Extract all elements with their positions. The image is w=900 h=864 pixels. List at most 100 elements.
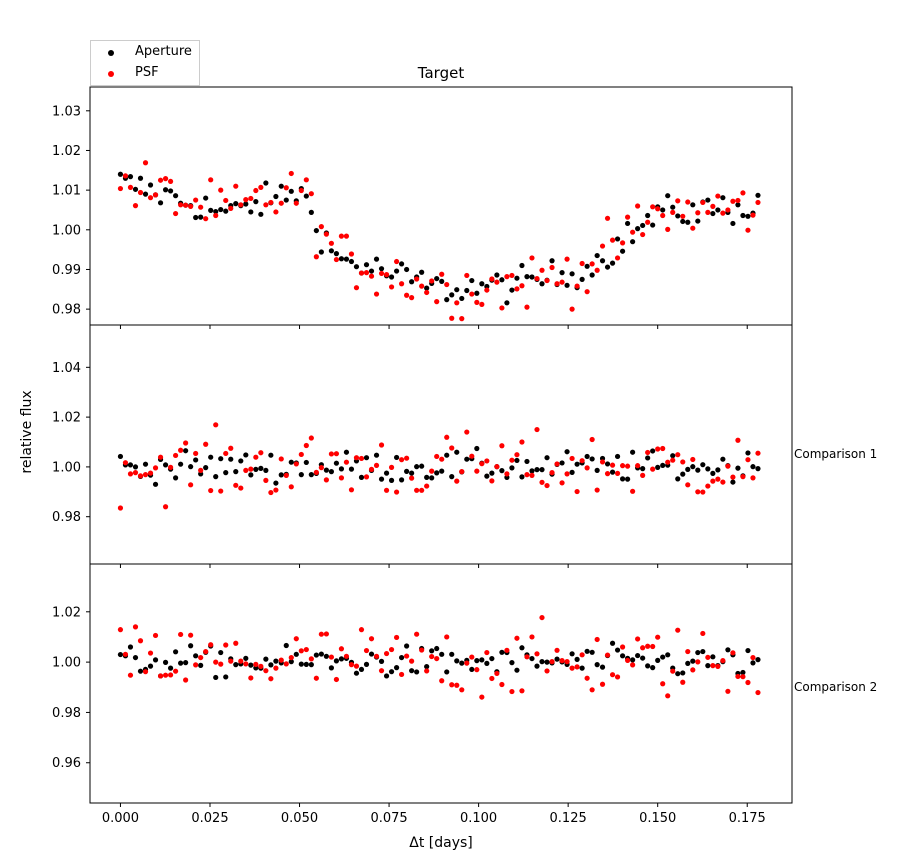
aperture-point bbox=[514, 275, 520, 281]
psf-point bbox=[494, 670, 500, 677]
psf-point bbox=[534, 275, 540, 282]
psf-point bbox=[193, 197, 199, 203]
psf-point bbox=[720, 658, 726, 664]
psf-point bbox=[519, 688, 525, 694]
psf-point bbox=[599, 243, 606, 249]
psf-point bbox=[178, 202, 184, 208]
psf-point bbox=[695, 659, 701, 665]
aperture-point bbox=[640, 655, 646, 661]
aperture-point bbox=[715, 467, 721, 473]
psf-point bbox=[735, 437, 741, 443]
psf-point bbox=[685, 482, 691, 488]
psf-point bbox=[574, 664, 580, 670]
psf-point bbox=[569, 665, 575, 671]
psf-point bbox=[338, 233, 345, 239]
psf-point bbox=[233, 640, 239, 646]
aperture-point bbox=[539, 467, 545, 473]
aperture-point bbox=[223, 674, 229, 680]
aperture-point bbox=[650, 665, 656, 671]
aperture-point bbox=[424, 664, 430, 670]
psf-point bbox=[494, 464, 500, 470]
aperture-point bbox=[263, 467, 269, 473]
psf-point bbox=[479, 694, 485, 700]
aperture-point bbox=[564, 282, 570, 288]
aperture-point bbox=[539, 281, 545, 287]
psf-point bbox=[444, 634, 450, 640]
psf-point bbox=[569, 455, 575, 462]
psf-point bbox=[218, 488, 224, 494]
aperture-point bbox=[454, 658, 460, 664]
aperture-point bbox=[499, 277, 505, 283]
psf-point bbox=[750, 654, 756, 661]
aperture-point bbox=[589, 456, 595, 462]
aperture-point bbox=[142, 461, 149, 467]
aperture-point bbox=[273, 193, 279, 200]
psf-point bbox=[404, 653, 410, 659]
psf-point bbox=[318, 465, 324, 471]
psf-point bbox=[625, 463, 631, 469]
psf-point bbox=[258, 663, 264, 669]
aperture-point bbox=[288, 459, 294, 465]
aperture-point bbox=[147, 663, 154, 669]
psf-point bbox=[193, 450, 199, 457]
aperture-point bbox=[409, 668, 415, 674]
psf-point bbox=[619, 644, 626, 650]
psf-point bbox=[690, 667, 696, 673]
psf-point bbox=[283, 472, 289, 478]
aperture-point bbox=[599, 258, 606, 264]
aperture-point bbox=[444, 452, 450, 458]
psf-point bbox=[248, 675, 254, 681]
psf-point bbox=[434, 453, 440, 460]
psf-point bbox=[730, 474, 736, 480]
aperture-point bbox=[288, 659, 294, 665]
psf-point bbox=[348, 662, 355, 668]
aperture-point bbox=[484, 283, 490, 290]
psf-point bbox=[640, 645, 646, 651]
y-tick-label: 1.00 bbox=[52, 223, 81, 238]
psf-point bbox=[705, 209, 711, 215]
aperture-marker-icon bbox=[108, 50, 114, 56]
psf-point bbox=[388, 646, 395, 653]
psf-point bbox=[213, 422, 219, 428]
aperture-point bbox=[167, 665, 174, 671]
psf-point bbox=[353, 285, 360, 291]
aperture-point bbox=[117, 651, 124, 658]
aperture-point bbox=[228, 456, 234, 462]
psf-point bbox=[404, 455, 410, 461]
aperture-point bbox=[434, 645, 440, 652]
aperture-point bbox=[484, 660, 490, 666]
psf-point bbox=[635, 203, 641, 209]
psf-point bbox=[564, 256, 570, 262]
psf-point bbox=[690, 225, 696, 231]
aperture-point bbox=[178, 461, 184, 467]
psf-point bbox=[218, 661, 224, 667]
psf-point bbox=[278, 657, 284, 663]
aperture-point bbox=[338, 656, 345, 662]
psf-point bbox=[459, 469, 465, 475]
aperture-point bbox=[725, 647, 731, 653]
psf-point bbox=[203, 216, 209, 222]
aperture-point bbox=[404, 643, 410, 649]
aperture-point bbox=[449, 651, 455, 657]
aperture-point bbox=[343, 449, 350, 455]
aperture-point bbox=[188, 643, 194, 649]
psf-point bbox=[162, 176, 169, 182]
psf-point bbox=[308, 191, 314, 197]
aperture-point bbox=[519, 474, 525, 480]
psf-point bbox=[544, 277, 550, 284]
aperture-point bbox=[444, 297, 450, 303]
psf-point bbox=[303, 177, 309, 183]
psf-point bbox=[569, 306, 575, 312]
aperture-point bbox=[705, 663, 711, 669]
psf-point bbox=[338, 646, 345, 652]
aperture-point bbox=[243, 655, 249, 661]
aperture-point bbox=[589, 649, 595, 655]
aperture-point bbox=[745, 213, 751, 219]
aperture-point bbox=[509, 287, 515, 293]
aperture-point bbox=[459, 660, 465, 666]
psf-point bbox=[499, 681, 505, 688]
psf-point bbox=[725, 688, 731, 694]
psf-point bbox=[474, 468, 480, 474]
x-axis-title: Δt [days] bbox=[409, 835, 473, 851]
aperture-point bbox=[233, 662, 239, 668]
